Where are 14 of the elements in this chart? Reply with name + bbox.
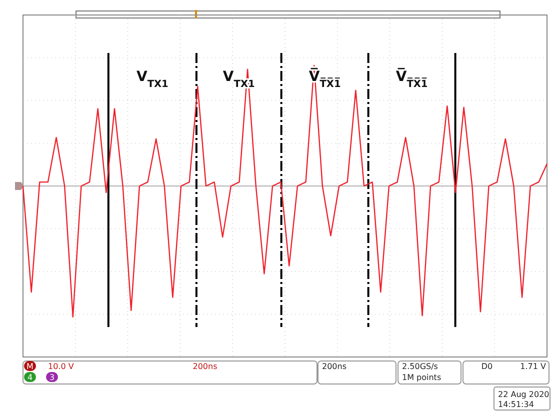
text: 22 Aug 2020 xyxy=(498,390,550,399)
text: 3 xyxy=(49,373,55,382)
text: 200ns xyxy=(322,362,347,371)
text: 1.71 V xyxy=(520,362,547,371)
text: 200ns xyxy=(192,362,218,371)
text: 2.50GS/s xyxy=(402,362,438,371)
text: M xyxy=(26,362,34,371)
text: D0 xyxy=(481,362,493,371)
text: 4 xyxy=(27,373,33,382)
annotation: V̅$_{T̅X̅1̅}$ xyxy=(396,67,428,90)
annotation: V$_{TX1}$ xyxy=(136,69,169,90)
text: 14:51:34 xyxy=(498,400,534,409)
text: 10.0 V xyxy=(48,362,74,371)
text: 1M points xyxy=(402,373,442,382)
